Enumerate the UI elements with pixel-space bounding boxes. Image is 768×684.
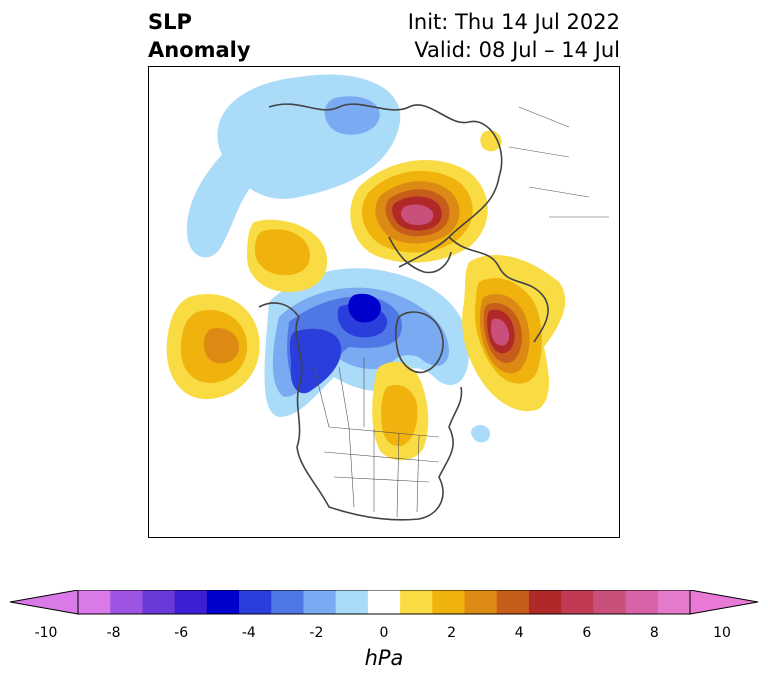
hudson-high-core bbox=[381, 385, 418, 447]
colorbar-bin bbox=[593, 590, 627, 614]
colorbar-tick-label: 10 bbox=[713, 625, 731, 641]
colorbar-bin bbox=[239, 590, 272, 614]
negative-anomalies bbox=[186, 74, 491, 443]
colorbar-bin bbox=[110, 590, 143, 614]
colorbar-tick-label: -6 bbox=[174, 625, 189, 641]
colorbar-bin bbox=[271, 590, 304, 614]
north-high-blob bbox=[480, 130, 502, 152]
colorbar-bins bbox=[78, 590, 691, 614]
colorbar-bin bbox=[174, 590, 208, 614]
map-svg bbox=[166, 74, 609, 521]
colorbar-tick-label: -2 bbox=[309, 625, 324, 641]
colorbar-bin bbox=[206, 590, 240, 614]
colorbar bbox=[10, 590, 758, 615]
border-lines-us bbox=[323, 426, 440, 518]
colorbar-bin bbox=[335, 590, 369, 614]
colorbar-bin bbox=[303, 590, 337, 614]
colorbar-over-arrow bbox=[689, 590, 758, 615]
scandinavia-high-core bbox=[401, 204, 434, 225]
coastline-asia bbox=[268, 103, 503, 268]
coastline-alaska bbox=[258, 302, 300, 318]
colorbar-tick-label: 6 bbox=[582, 625, 592, 641]
colorbar-bin bbox=[78, 590, 111, 614]
polar-map bbox=[148, 66, 620, 538]
colorbar-bin bbox=[367, 590, 401, 614]
colorbar-under-arrow bbox=[10, 590, 79, 615]
colorbar-tick-label: 0 bbox=[379, 625, 389, 641]
border-lines-asia bbox=[508, 106, 609, 218]
colorbar-bin bbox=[432, 590, 466, 614]
colorbar-bin bbox=[657, 590, 691, 614]
atlantic-small-low bbox=[471, 424, 491, 443]
forecast-dates: Init: Thu 14 Jul 2022 Valid: 08 Jul – 14… bbox=[408, 8, 620, 64]
colorbar-tick-label: -10 bbox=[34, 625, 58, 641]
coastline-greenland bbox=[394, 311, 444, 374]
colorbar-bin bbox=[464, 590, 498, 614]
siberia-high-core bbox=[254, 229, 310, 276]
colorbar-tick-label: 2 bbox=[447, 625, 457, 641]
coastlines bbox=[258, 103, 549, 521]
colorbar-tick-label: 4 bbox=[514, 625, 524, 641]
east-siberia-low-arm bbox=[186, 137, 259, 258]
positive-anomalies bbox=[166, 130, 566, 461]
coastline-norway bbox=[388, 236, 452, 274]
colorbar-bin bbox=[561, 590, 594, 614]
colorbar-bin bbox=[496, 590, 530, 614]
colorbar-bin bbox=[625, 590, 659, 614]
map-title-line1: SLP bbox=[148, 10, 192, 34]
init-date: Init: Thu 14 Jul 2022 bbox=[407, 10, 620, 34]
coastline-europe bbox=[448, 236, 549, 343]
colorbar-tick-label: -8 bbox=[106, 625, 121, 641]
arctic-low-core bbox=[348, 293, 381, 323]
bering-low-ring bbox=[289, 328, 342, 394]
colorbar-bin bbox=[142, 590, 176, 614]
colorbar-tick-label: -4 bbox=[241, 625, 256, 641]
colorbar-bin bbox=[528, 590, 562, 614]
atlantic-high-core bbox=[491, 318, 510, 346]
colorbar-units: hPa bbox=[364, 646, 404, 670]
map-title: SLP Anomaly bbox=[148, 8, 251, 64]
coastline-north-america bbox=[295, 316, 463, 521]
borders bbox=[313, 106, 609, 518]
border-lines-canada bbox=[313, 357, 365, 428]
colorbar-bin bbox=[400, 590, 433, 614]
valid-range: Valid: 08 Jul – 14 Jul bbox=[414, 38, 620, 62]
colorbar-outline bbox=[77, 590, 691, 615]
gulf-alaska-high-core bbox=[203, 327, 239, 364]
colorbar-tick-label: 8 bbox=[649, 625, 659, 641]
map-title-line2: Anomaly bbox=[148, 38, 251, 62]
